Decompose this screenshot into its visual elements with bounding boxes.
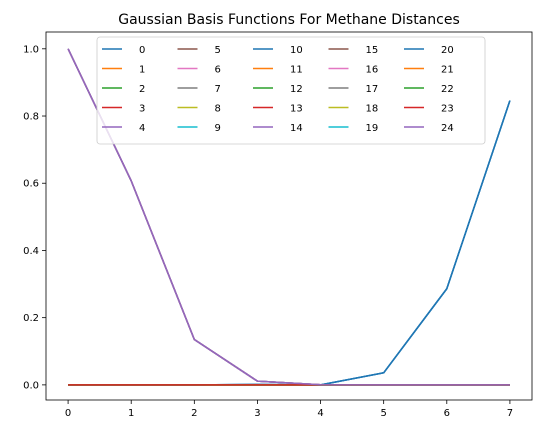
legend-label: 2 (139, 84, 145, 95)
legend-label: 3 (139, 104, 145, 115)
legend-label: 10 (290, 45, 303, 56)
x-tick-label: 1 (128, 408, 134, 419)
legend-label: 17 (366, 84, 379, 95)
legend-label: 12 (290, 84, 303, 95)
legend-label: 15 (366, 45, 379, 56)
chart-title: Gaussian Basis Functions For Methane Dis… (118, 12, 460, 28)
y-tick-label: 0.8 (23, 112, 39, 123)
y-tick-label: 0.0 (23, 380, 39, 391)
legend-label: 9 (215, 123, 221, 134)
y-axis: 0.0 0.2 0.4 0.6 0.8 1.0 (23, 44, 46, 391)
x-tick-label: 5 (380, 408, 386, 419)
x-tick-label: 4 (317, 408, 323, 419)
legend-label: 7 (215, 84, 221, 95)
x-tick-label: 7 (507, 408, 513, 419)
y-tick-label: 1.0 (23, 44, 39, 55)
plot-frame (45, 31, 533, 401)
y-tick-label: 0.6 (23, 179, 39, 190)
legend-label: 20 (441, 45, 454, 56)
legend-label: 4 (139, 123, 145, 134)
legend-label: 19 (366, 123, 379, 134)
legend-label: 1 (139, 65, 145, 76)
x-tick-label: 6 (444, 408, 450, 419)
y-tick-label: 0.2 (23, 313, 39, 324)
legend-label: 21 (441, 65, 454, 76)
x-axis: 0 1 2 3 4 5 6 7 (65, 400, 513, 419)
x-tick-label: 0 (65, 408, 71, 419)
series-line-24 (67, 48, 510, 386)
x-tick-label: 2 (191, 408, 197, 419)
legend-label: 24 (441, 123, 454, 134)
legend-box (96, 36, 486, 145)
x-tick-label: 3 (254, 408, 260, 419)
legend-label: 13 (290, 104, 303, 115)
legend-label: 14 (290, 123, 303, 134)
legend-label: 11 (290, 65, 303, 76)
legend-label: 6 (215, 65, 221, 76)
legend-label: 18 (366, 104, 379, 115)
legend-label: 16 (366, 65, 379, 76)
legend-label: 23 (441, 104, 454, 115)
legend-label: 5 (215, 45, 221, 56)
y-tick-label: 0.4 (23, 246, 39, 257)
legend-label: 22 (441, 84, 454, 95)
legend-label: 8 (215, 104, 221, 115)
plot-area (67, 48, 511, 386)
legend-label: 0 (139, 45, 145, 56)
